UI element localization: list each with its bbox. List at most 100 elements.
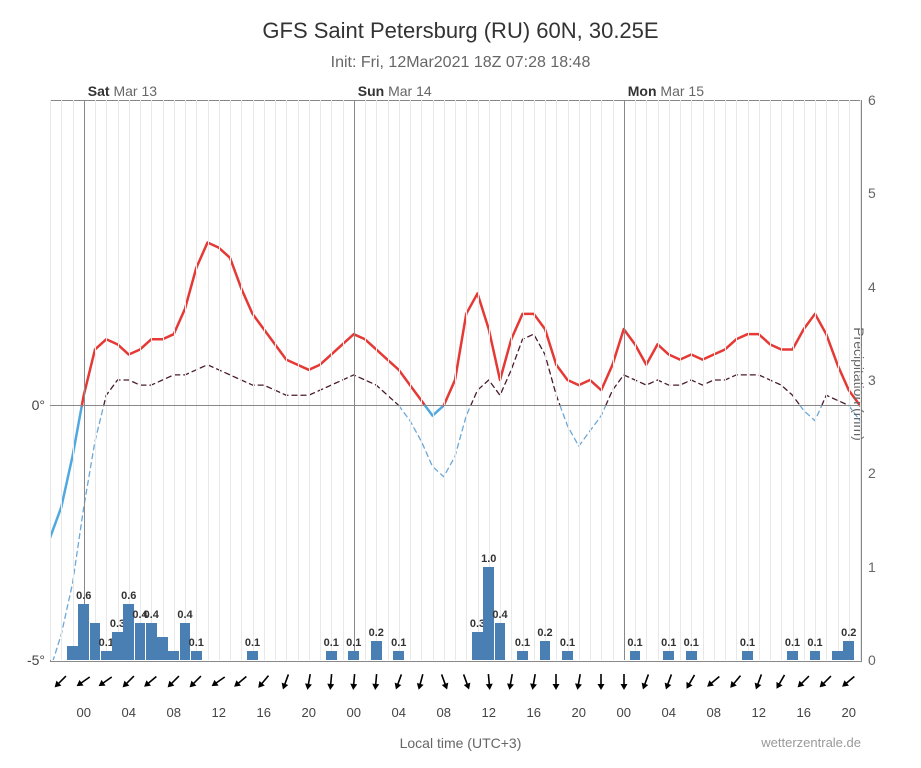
vgrid-minor — [388, 100, 389, 660]
vgrid-minor — [826, 100, 827, 660]
wind-arrow-icon — [162, 669, 186, 693]
precip-bar — [832, 651, 843, 660]
wind-arrow-icon — [319, 669, 343, 693]
wind-arrow-icon — [477, 669, 501, 693]
yaxis-right-tick: 1 — [868, 559, 913, 575]
xaxis-tick: 04 — [662, 705, 676, 720]
wind-arrow-icon — [679, 669, 703, 693]
vgrid-minor — [444, 100, 445, 660]
vgrid-minor — [759, 100, 760, 660]
vgrid-minor — [748, 100, 749, 660]
vgrid-minor — [208, 100, 209, 660]
vgrid-minor — [196, 100, 197, 660]
xaxis-tick: 04 — [122, 705, 136, 720]
wind-arrow-icon — [612, 669, 636, 693]
precip-bar — [810, 651, 821, 660]
wind-arrow-icon — [364, 669, 388, 693]
vgrid-minor — [73, 100, 74, 660]
xaxis-tick: 12 — [752, 705, 766, 720]
vgrid-minor — [466, 100, 467, 660]
chart-subtitle: Init: Fri, 12Mar2021 18Z 07:28 18:48 — [0, 54, 921, 72]
precip-bar — [146, 623, 157, 660]
chart-container: GFS Saint Petersburg (RU) 60N, 30.25E In… — [0, 0, 921, 768]
day-marker-label: Mon Mar 15 — [628, 83, 704, 99]
wind-arrow-icon — [769, 669, 793, 693]
precip-bar-label: 0.1 — [785, 637, 800, 649]
precip-bar — [326, 651, 337, 660]
vgrid-minor — [399, 100, 400, 660]
vgrid-minor — [365, 100, 366, 660]
vgrid-minor — [421, 100, 422, 660]
vgrid-minor — [770, 100, 771, 660]
precip-bar-label: 0.1 — [189, 637, 204, 649]
vgrid-minor — [298, 100, 299, 660]
vgrid-minor — [185, 100, 186, 660]
precip-bar — [371, 641, 382, 660]
wind-arrow-icon — [252, 669, 276, 693]
vgrid-minor — [725, 100, 726, 660]
vgrid-minor — [703, 100, 704, 660]
wind-arrow-icon — [274, 669, 298, 693]
precip-bar-label: 0.2 — [841, 627, 856, 639]
vgrid-minor — [151, 100, 152, 660]
precip-bar-label: 1.0 — [481, 553, 496, 565]
vgrid-minor — [590, 100, 591, 660]
vgrid-minor — [174, 100, 175, 660]
yaxis-right-tick: 2 — [868, 465, 913, 481]
yaxis-right-tick: 4 — [868, 279, 913, 295]
vgrid-minor — [455, 100, 456, 660]
vgrid-minor — [264, 100, 265, 660]
xaxis-tick: 00 — [617, 705, 631, 720]
precip-bar — [562, 651, 573, 660]
precip-bar-label: 0.1 — [391, 637, 406, 649]
vgrid-day — [624, 100, 625, 660]
precip-bar-label: 0.4 — [177, 609, 192, 621]
vgrid-minor — [129, 100, 130, 660]
precip-bar-label: 0.1 — [807, 637, 822, 649]
precip-bar-label: 0.1 — [560, 637, 575, 649]
plot-area — [50, 100, 862, 662]
vgrid-minor — [691, 100, 692, 660]
precip-bar — [742, 651, 753, 660]
xaxis-tick: 12 — [482, 705, 496, 720]
vgrid-minor — [860, 100, 861, 660]
vgrid-minor — [275, 100, 276, 660]
precip-bar-label: 0.2 — [369, 627, 384, 639]
wind-row — [50, 665, 860, 697]
vgrid-minor — [613, 100, 614, 660]
vgrid-minor — [838, 100, 839, 660]
wind-arrow-icon — [342, 669, 366, 693]
vgrid-minor — [815, 100, 816, 660]
xaxis-tick: 08 — [707, 705, 721, 720]
vgrid-day — [354, 100, 355, 660]
precip-bar-label: 0.1 — [515, 637, 530, 649]
precip-bar-label: 0.4 — [492, 609, 507, 621]
precip-bar — [472, 632, 483, 660]
precip-bar-label: 0.6 — [76, 590, 91, 602]
wind-arrow-icon — [634, 669, 658, 693]
wind-arrow-icon — [49, 669, 73, 693]
wind-arrow-icon — [432, 669, 456, 693]
yaxis-right-tick: 6 — [868, 92, 913, 108]
vgrid-day — [84, 100, 85, 660]
wind-arrow-icon — [657, 669, 681, 693]
vgrid-minor — [106, 100, 107, 660]
precip-bar-label: 0.1 — [324, 637, 339, 649]
vgrid-minor — [286, 100, 287, 660]
precip-bar — [540, 641, 551, 660]
vgrid-minor — [163, 100, 164, 660]
precip-bar — [787, 651, 798, 660]
vgrid-minor — [556, 100, 557, 660]
vgrid-minor — [849, 100, 850, 660]
vgrid-minor — [534, 100, 535, 660]
xaxis-tick: 16 — [257, 705, 271, 720]
precip-bar — [495, 623, 506, 660]
precip-bar — [517, 651, 528, 660]
xaxis-tick: 16 — [527, 705, 541, 720]
precip-bar-label: 0.2 — [537, 627, 552, 639]
wind-arrow-icon — [297, 669, 321, 693]
vgrid-minor — [781, 100, 782, 660]
vgrid-minor — [433, 100, 434, 660]
wind-arrow-icon — [792, 669, 816, 693]
xaxis-tick: 04 — [392, 705, 406, 720]
